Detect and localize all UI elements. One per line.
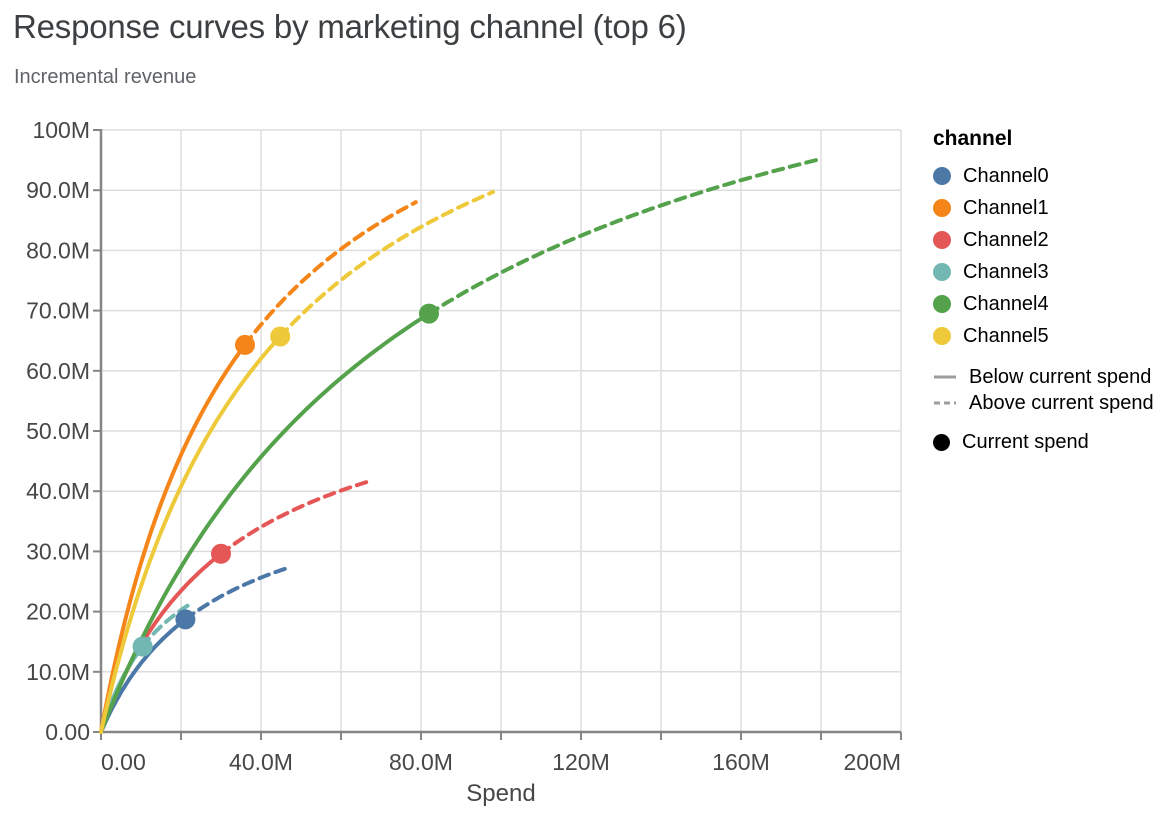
legend-swatch-channel0 (933, 167, 951, 185)
dashed-line-icon (934, 401, 956, 405)
legend-swatch-channel3 (933, 263, 951, 281)
current-spend-point-channel5 (270, 326, 291, 347)
legend-label: Above current spend (969, 391, 1154, 414)
legend-item-channel2: Channel2 (933, 224, 1154, 256)
current-spend-point-channel2 (211, 543, 231, 564)
legend-swatch-channel2 (933, 231, 951, 249)
legend-line-styles: Below current spend Above current spend (933, 364, 1154, 416)
y-tick-label: 70.0M (26, 298, 90, 324)
x-axis-title: Spend (466, 780, 536, 807)
legend-label: Channel4 (963, 292, 1049, 315)
current-spend-point-channel1 (235, 334, 255, 355)
legend-title: channel (933, 127, 1013, 150)
curve-above-current-channel2 (219, 480, 369, 556)
legend-label: Channel5 (963, 324, 1049, 347)
curve-below-current-channel0 (99, 617, 188, 734)
legend-item-current-spend: Current spend (933, 428, 1154, 456)
curve-below-current-channel4 (99, 311, 431, 734)
legend-item-channel5: Channel5 (933, 320, 1154, 352)
y-tick-label: 60.0M (26, 358, 90, 384)
y-tick-label: 90.0M (26, 177, 90, 203)
legend-label: Current spend (962, 430, 1089, 453)
legend-label: Channel1 (963, 196, 1049, 219)
legend-swatch-channel1 (933, 199, 951, 217)
x-tick-label: 40.0M (229, 749, 293, 775)
y-tick-label: 100M (32, 117, 90, 143)
chart-title: Response curves by marketing channel (to… (13, 8, 687, 45)
y-tick-label: 40.0M (26, 478, 90, 504)
curve-above-current-channel3 (140, 601, 193, 649)
x-tick-label: 160M (712, 749, 770, 775)
legend: channel Channel0 Channel1 Channel2 Channel3… (933, 127, 1154, 456)
legend-label: Channel0 (963, 164, 1049, 187)
x-tick-label: 80.0M (389, 749, 453, 775)
y-tick-label: 0.00 (45, 719, 90, 745)
curve-above-current-channel1 (243, 200, 418, 347)
legend-item-channel4: Channel4 (933, 288, 1154, 320)
y-tick-label: 50.0M (26, 418, 90, 444)
y-tick-label: 20.0M (26, 599, 90, 625)
legend-label: Below current spend (969, 365, 1152, 388)
current-spend-point-channel3 (132, 636, 153, 657)
legend-swatch-channel5 (933, 327, 951, 345)
legend-swatch-channel4 (933, 295, 951, 313)
curve-below-current-channel5 (99, 334, 283, 734)
y-tick-label: 30.0M (26, 538, 90, 564)
x-tick-label: 0.00 (101, 749, 146, 775)
current-spend-point-channel0 (175, 609, 196, 630)
x-tick-label: 200M (843, 749, 901, 775)
curve-below-current-channel1 (99, 342, 247, 734)
solid-line-icon (934, 375, 956, 379)
legend-item-above-current-spend: Above current spend (933, 390, 1154, 416)
y-tick-label: 10.0M (26, 659, 90, 685)
chart-subtitle: Incremental revenue (14, 66, 197, 88)
curve-above-current-channel5 (278, 190, 495, 339)
legend-item-below-current-spend: Below current spend (933, 364, 1154, 390)
legend-label: Channel2 (963, 228, 1049, 251)
y-tick-label: 80.0M (26, 237, 90, 263)
legend-item-channel0: Channel0 (933, 160, 1154, 192)
curve-above-current-channel4 (427, 156, 823, 316)
current-spend-point-channel4 (419, 303, 439, 324)
legend-item-channel3: Channel3 (933, 256, 1154, 288)
x-tick-label: 120M (552, 749, 610, 775)
legend-item-channel1: Channel1 (933, 192, 1154, 224)
legend-label: Channel3 (963, 260, 1049, 283)
curve-above-current-channel0 (183, 566, 289, 622)
legend-channel-items: Channel0 Channel1 Channel2 Channel3 Channel4… (933, 160, 1154, 352)
current-spend-dot-icon (933, 433, 950, 451)
